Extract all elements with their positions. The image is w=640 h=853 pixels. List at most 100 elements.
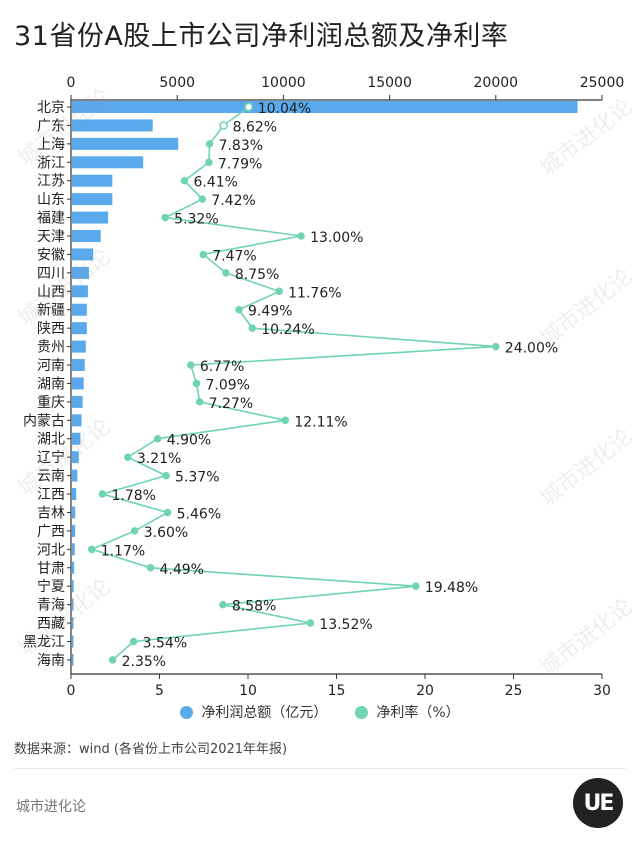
margin-line bbox=[89, 106, 496, 661]
category-label: 上海 bbox=[37, 137, 65, 153]
category-label: 内蒙古 bbox=[23, 413, 65, 429]
margin-data-label: 4.49% bbox=[159, 562, 203, 578]
margin-data-label: 3.60% bbox=[144, 525, 188, 541]
category-label: 山东 bbox=[37, 192, 65, 208]
margin-data-label: 3.54% bbox=[143, 635, 187, 651]
profit-bar bbox=[72, 469, 78, 482]
margin-data-label: 12.11% bbox=[294, 414, 347, 430]
category-label: 江苏 bbox=[37, 174, 65, 190]
profit-bar bbox=[72, 322, 87, 335]
profit-bar bbox=[72, 119, 153, 132]
footer-divider bbox=[14, 768, 626, 769]
margin-data-label: 7.47% bbox=[212, 248, 256, 264]
profit-bar bbox=[72, 617, 74, 630]
margin-point bbox=[199, 250, 207, 259]
bottom-axis-tick-label: 0 bbox=[67, 683, 76, 699]
profit-bar bbox=[72, 285, 88, 298]
margin-point bbox=[219, 121, 228, 130]
margin-data-label: 8.58% bbox=[232, 599, 276, 615]
margin-data-label: 4.90% bbox=[167, 433, 211, 449]
category-label: 河南 bbox=[37, 358, 65, 374]
category-label: 山西 bbox=[37, 284, 65, 300]
category-label: 四川 bbox=[37, 266, 65, 282]
margin-data-label: 7.27% bbox=[209, 396, 253, 412]
category-label: 宁夏 bbox=[37, 578, 65, 595]
top-axis-tick-label: 25000 bbox=[580, 75, 625, 91]
margin-data-label: 7.79% bbox=[218, 156, 262, 172]
profit-bar bbox=[72, 432, 81, 445]
margin-point bbox=[205, 140, 214, 148]
category-label: 天津 bbox=[37, 229, 65, 245]
category-label: 江西 bbox=[37, 487, 65, 503]
margin-point bbox=[146, 564, 155, 572]
legend-label-margin: 净利率（%） bbox=[376, 705, 460, 721]
top-axis-tick-label: 10000 bbox=[261, 75, 306, 91]
margin-data-label: 10.24% bbox=[261, 322, 314, 338]
profit-bar bbox=[72, 359, 85, 372]
category-label: 广东 bbox=[37, 118, 65, 134]
profit-bar bbox=[72, 377, 84, 390]
bottom-axis-tick-label: 30 bbox=[593, 683, 611, 699]
margin-point bbox=[281, 416, 290, 425]
margin-data-label: 5.37% bbox=[175, 470, 219, 486]
margin-point bbox=[192, 379, 201, 388]
legend-swatch-profit bbox=[180, 705, 194, 719]
margin-data-label: 19.48% bbox=[425, 580, 478, 596]
margin-data-label: 5.32% bbox=[174, 212, 218, 228]
category-label: 黑龙江 bbox=[23, 634, 65, 650]
margin-point bbox=[162, 471, 170, 480]
margin-data-label: 11.76% bbox=[288, 285, 341, 301]
margin-point bbox=[492, 342, 500, 351]
margin-point bbox=[130, 527, 139, 535]
category-label: 湖南 bbox=[37, 376, 65, 392]
profit-bar bbox=[72, 598, 74, 611]
margin-point bbox=[205, 158, 213, 167]
category-label: 安徽 bbox=[37, 247, 65, 263]
category-label: 陕西 bbox=[37, 321, 65, 337]
legend-item-profit[interactable]: 净利润总额（亿元） bbox=[180, 702, 327, 722]
profit-bar bbox=[72, 543, 75, 556]
legend-item-margin[interactable]: 净利率（%） bbox=[355, 702, 460, 722]
margin-point bbox=[244, 102, 254, 112]
margin-data-label: 1.78% bbox=[112, 488, 156, 504]
bottom-axis-tick-label: 10 bbox=[239, 683, 257, 699]
margin-point bbox=[180, 176, 189, 185]
margin-point bbox=[198, 195, 207, 203]
margin-point bbox=[297, 232, 305, 240]
category-label: 吉林 bbox=[37, 505, 65, 521]
margin-point bbox=[124, 453, 132, 461]
margin-data-label: 2.35% bbox=[122, 654, 166, 670]
margin-data-label: 7.09% bbox=[205, 377, 249, 393]
margin-point bbox=[306, 619, 315, 627]
profit-bar bbox=[72, 580, 74, 593]
profit-bar bbox=[72, 156, 144, 169]
margin-point bbox=[235, 305, 243, 314]
profit-bar bbox=[72, 451, 79, 464]
profit-bar bbox=[72, 653, 74, 666]
margin-point bbox=[187, 361, 195, 369]
margin-point bbox=[219, 600, 227, 609]
combo-chart: 0 5000 10000 15000 20000 25000 0 5 10 15 20 25 30 北京广… bbox=[23, 75, 625, 699]
margin-data-label: 9.49% bbox=[248, 304, 292, 320]
chart-legend: 净利润总额（亿元） 净利率（%） bbox=[0, 700, 640, 724]
category-label: 重庆 bbox=[37, 395, 65, 411]
bottom-axis-tick-label: 5 bbox=[155, 683, 164, 699]
margin-point bbox=[87, 545, 96, 554]
category-label: 贵州 bbox=[37, 340, 65, 356]
margin-data-label: 13.00% bbox=[310, 230, 363, 246]
margin-data-label: 1.17% bbox=[101, 543, 145, 559]
margin-data-label: 5.46% bbox=[177, 506, 221, 522]
margin-data-label: 24.00% bbox=[505, 341, 558, 357]
category-label: 甘肃 bbox=[37, 561, 65, 577]
chart-title: 31省份A股上市公司净利润总额及净利率 bbox=[14, 21, 509, 52]
category-label: 西藏 bbox=[37, 616, 65, 632]
margin-data-label: 6.41% bbox=[193, 175, 237, 191]
margin-data-label: 8.75% bbox=[235, 267, 279, 283]
margin-point bbox=[275, 287, 283, 296]
profit-bar bbox=[72, 303, 87, 316]
source-note: 数据来源：wind (各省份上市公司2021年年报) bbox=[14, 742, 288, 757]
margin-point bbox=[108, 656, 117, 664]
category-label: 云南 bbox=[37, 469, 65, 485]
legend-swatch-margin bbox=[355, 705, 369, 719]
profit-bar bbox=[72, 230, 101, 243]
